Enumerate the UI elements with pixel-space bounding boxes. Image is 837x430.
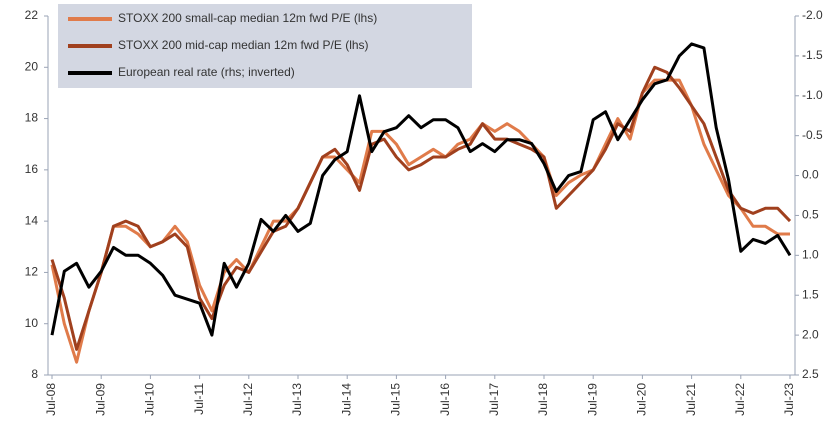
y-tick-label: 12 (25, 265, 39, 279)
x-tick-label: Jul-08 (44, 383, 58, 416)
y-tick-label: 18 (25, 111, 39, 125)
y2-tick-label: 2.5 (802, 367, 819, 381)
x-tick-label: Jul-11 (192, 383, 206, 415)
x-tick-label: Jul-12 (241, 383, 255, 416)
x-tick-label: Jul-22 (733, 383, 747, 416)
y2-tick-label: -1.5 (802, 48, 823, 62)
x-tick-label: Jul-19 (585, 383, 599, 416)
y-tick-label: 10 (25, 316, 39, 330)
x-tick-label: Jul-17 (487, 383, 501, 416)
y-tick-label: 20 (25, 59, 39, 73)
y2-tick-label: -1.0 (802, 88, 823, 102)
series-line (50, 65, 792, 351)
y2-tick-label: 1.5 (802, 287, 819, 301)
y-tick-label: 16 (25, 162, 39, 176)
y2-tick-label: -2.0 (802, 8, 823, 22)
y2-tick-label: 0.5 (802, 208, 819, 222)
x-tick-label: Jul-10 (143, 383, 157, 416)
x-tick-label: Jul-14 (339, 383, 353, 416)
y2-tick-label: 1.0 (802, 248, 819, 262)
x-tick-label: Jul-23 (782, 383, 796, 416)
x-tick-label: Jul-16 (438, 383, 452, 416)
legend-label: European real rate (rhs; inverted) (118, 65, 295, 79)
series-line (50, 78, 790, 364)
x-tick-label: Jul-15 (389, 383, 403, 416)
legend-label: STOXX 200 mid-cap median 12m fwd P/E (lh… (118, 38, 369, 52)
x-tick-label: Jul-09 (93, 383, 107, 416)
legend-box (58, 4, 472, 88)
y-tick-label: 8 (31, 367, 38, 381)
series-line (50, 42, 792, 337)
y2-tick-label: 2.0 (802, 327, 819, 341)
y2-tick-label: -0.5 (802, 128, 823, 142)
x-tick-label: Jul-21 (684, 383, 698, 416)
x-tick-label: Jul-18 (536, 383, 550, 416)
x-tick-label: Jul-13 (290, 383, 304, 416)
y-tick-label: 14 (25, 213, 39, 227)
y-tick-label: 22 (25, 8, 39, 22)
y2-tick-label: 0.0 (802, 168, 819, 182)
legend-label: STOXX 200 small-cap median 12m fwd P/E (… (118, 11, 377, 25)
x-tick-label: Jul-20 (635, 383, 649, 416)
